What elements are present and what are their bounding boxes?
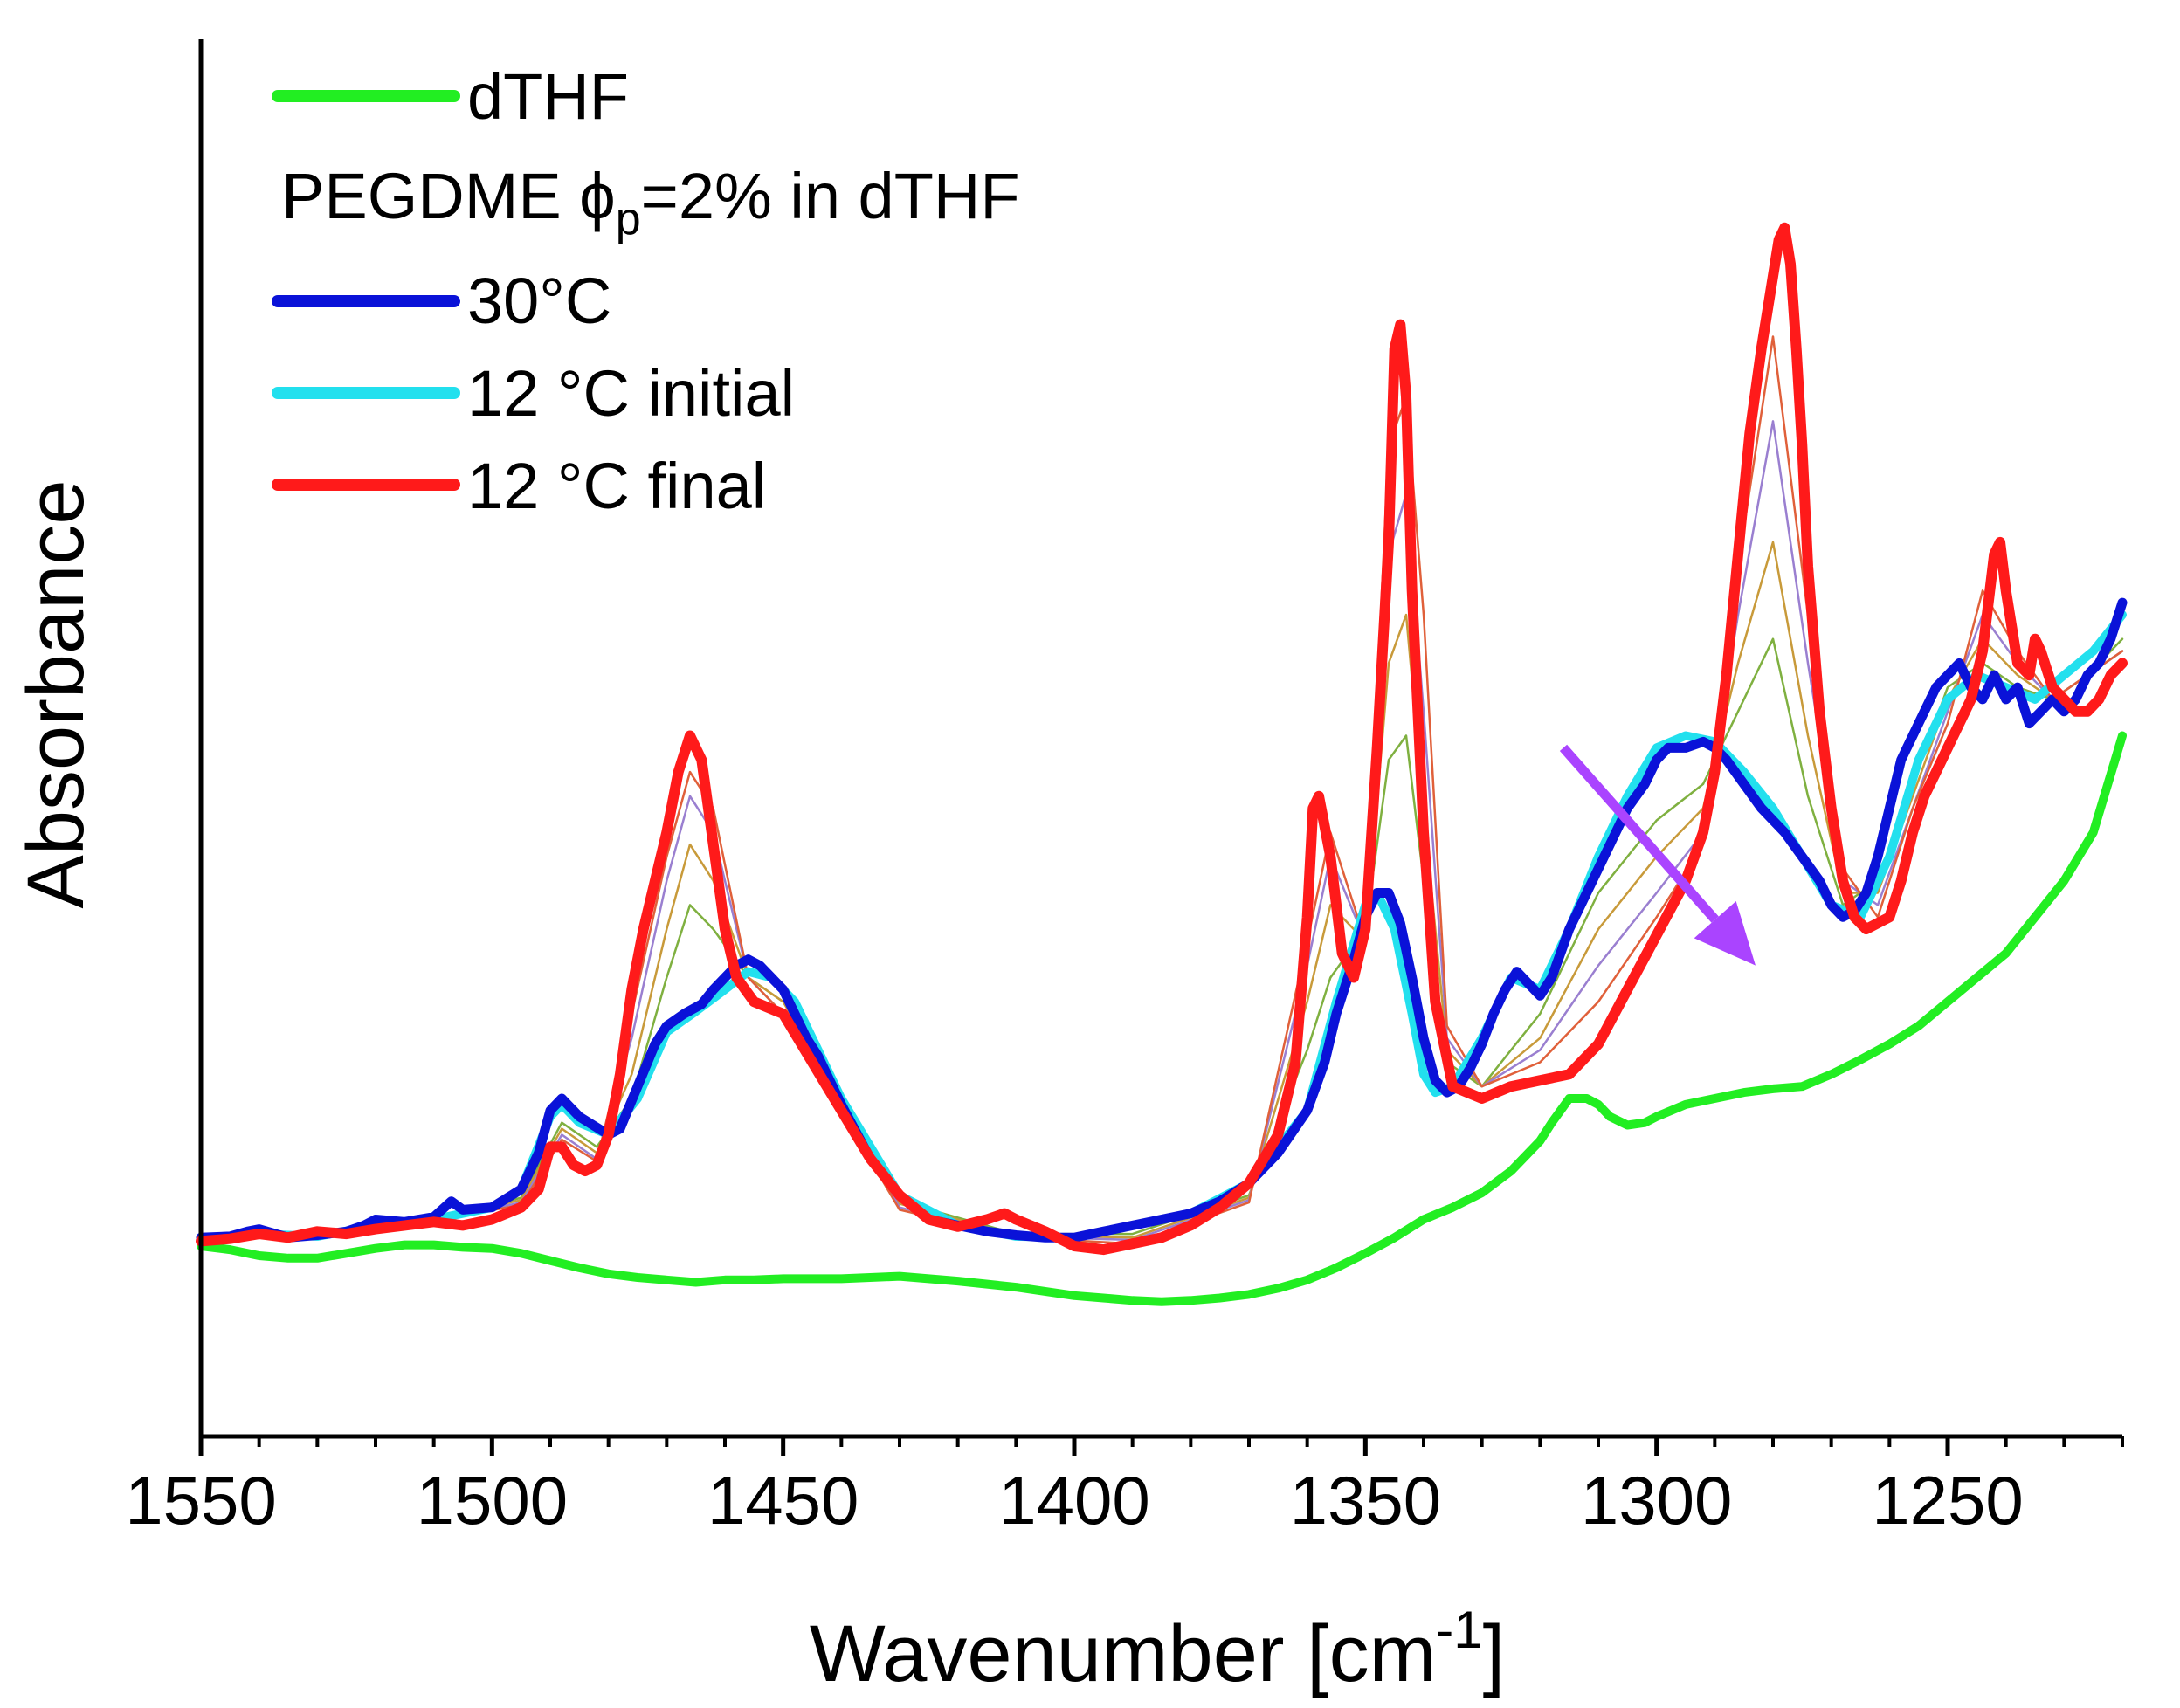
trend-arrow-head xyxy=(1694,900,1756,966)
series-line-12-c-initial xyxy=(197,610,2127,1244)
x-tick-label: 1450 xyxy=(707,1462,859,1539)
legend-entry-dthf: dTHF xyxy=(272,60,629,133)
series-line-intermediate-a xyxy=(199,637,2124,1240)
series-line-12-c-final xyxy=(196,222,2128,1256)
series-line-30-c xyxy=(196,597,2128,1243)
series-layer xyxy=(196,222,2128,1306)
trend-arrow-shaft xyxy=(1559,744,1719,923)
x-tick-layer: 1550 1500 1450 1400 1350 1300 1250 xyxy=(125,1436,2124,1539)
legend-entry-12c-final: 12 °C final xyxy=(272,450,766,522)
legend-label-12c-initial: 12 °C initial xyxy=(467,357,795,430)
series-line-intermediate-b xyxy=(199,541,2124,1240)
x-axis-title: Wavenumber [cm-1] xyxy=(810,1601,1505,1698)
legend-heading: PEGDME ϕp=2% in dTHF xyxy=(281,160,1020,244)
x-tick-label: 1300 xyxy=(1581,1462,1733,1539)
legend: dTHF PEGDME ϕp=2% in dTHF 30°C 12 °C ini… xyxy=(272,60,1020,522)
legend-entry-30c: 30°C xyxy=(272,265,611,337)
legend-label-dthf: dTHF xyxy=(467,60,629,133)
x-axis-title-sup: -1 xyxy=(1436,1601,1482,1659)
series-line-dthf xyxy=(197,731,2127,1306)
legend-heading-sub: p xyxy=(616,194,641,244)
x-axis-title-main: Wavenumber [cm xyxy=(810,1609,1436,1698)
x-tick-label: 1500 xyxy=(417,1462,569,1539)
x-tick-label: 1250 xyxy=(1872,1462,2024,1539)
x-tick-label: 1400 xyxy=(998,1462,1150,1539)
x-tick-label: 1350 xyxy=(1290,1462,1442,1539)
x-axis-title-close: ] xyxy=(1483,1609,1506,1698)
annotation-layer xyxy=(1559,744,1756,966)
y-axis-title: Absorbance xyxy=(11,480,100,909)
legend-entry-12c-initial: 12 °C initial xyxy=(272,357,795,430)
x-tick-label: 1550 xyxy=(125,1462,277,1539)
legend-heading-phi: ϕ xyxy=(579,160,615,232)
legend-label-30c: 30°C xyxy=(467,265,611,337)
legend-label-12c-final: 12 °C final xyxy=(467,450,766,522)
legend-heading-main: PEGDME xyxy=(281,160,579,232)
legend-heading-rest: =2% in dTHF xyxy=(641,160,1020,232)
